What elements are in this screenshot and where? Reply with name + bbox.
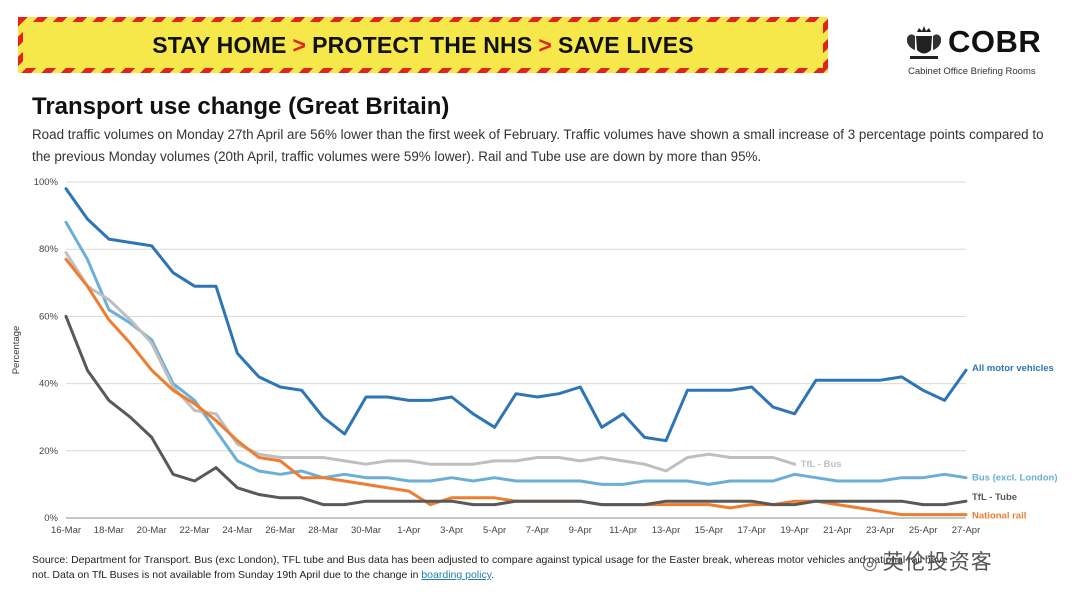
logo-subtitle: Cabinet Office Briefing Rooms: [908, 66, 1036, 77]
series-line: [64, 251, 797, 473]
x-tick-label: 24-Mar: [222, 525, 252, 536]
y-tick-label: 100%: [34, 177, 59, 188]
series-label: TfL - Bus: [801, 459, 842, 470]
transport-line-chart: 0% 20% 40% 60% 80% 100% 16-Mar 18-Mar 20-Mar 22-M…: [11, 177, 1058, 536]
slogan-separator: >: [538, 31, 553, 58]
x-tick-label: 9-Apr: [569, 525, 592, 536]
y-tick-label: 20%: [39, 446, 59, 457]
x-tick-label: 19-Apr: [780, 525, 809, 536]
series-label: National rail: [972, 511, 1026, 522]
slogan-separator: >: [292, 31, 307, 58]
page-title: Transport use change (Great Britain): [32, 93, 450, 120]
x-tick-label: 28-Mar: [308, 525, 338, 536]
x-tick-label: 16-Mar: [51, 525, 81, 536]
series-line: [64, 187, 968, 443]
slogan-save-lives: SAVE LIVES: [558, 31, 694, 58]
series-label: All motor vehicles: [972, 363, 1054, 374]
footer-end: .: [491, 569, 495, 581]
series-label: TfL - Tube: [972, 492, 1017, 503]
cobr-logo: COBR Cabinet Office Briefing Rooms: [904, 22, 1064, 82]
x-tick-label: 25-Apr: [909, 525, 938, 536]
logo-name: COBR: [948, 24, 1042, 59]
boarding-policy-link[interactable]: boarding policy: [421, 569, 492, 581]
y-tick-label: 60%: [39, 311, 59, 322]
series-line: [64, 314, 968, 507]
y-tick-label: 40%: [39, 379, 59, 390]
x-tick-label: 3-Apr: [440, 525, 463, 536]
royal-crest-icon: [907, 26, 941, 59]
x-tick-label: 27-Apr: [952, 525, 981, 536]
watermark: ◎ 英伦投资客: [862, 546, 993, 576]
x-tick-label: 22-Mar: [180, 525, 210, 536]
watermark-text: 英伦投资客: [882, 551, 993, 574]
x-tick-label: 30-Mar: [351, 525, 381, 536]
slogan-banner: STAY HOME > PROTECT THE NHS > SAVE LIVES: [18, 17, 828, 73]
x-tick-label: 5-Apr: [483, 525, 506, 536]
x-tick-label: 20-Mar: [137, 525, 167, 536]
slogan-stay-home: STAY HOME: [152, 31, 287, 58]
x-tick-label: 21-Apr: [823, 525, 852, 536]
wechat-icon: ◎: [862, 553, 879, 573]
x-tick-label: 15-Apr: [695, 525, 724, 536]
slogan-text: STAY HOME > PROTECT THE NHS > SAVE LIVES: [23, 22, 823, 68]
slogan-protect-nhs: PROTECT THE NHS: [312, 31, 533, 58]
y-tick-label: 0%: [44, 513, 58, 524]
x-tick-label: 11-Apr: [609, 525, 637, 536]
x-tick-label: 26-Mar: [265, 525, 295, 536]
source-footer: Source: Department for Transport. Bus (e…: [32, 553, 962, 583]
page-description: Road traffic volumes on Monday 27th Apri…: [32, 127, 1044, 164]
series-line: [64, 220, 968, 486]
x-tick-label: 23-Apr: [866, 525, 895, 536]
x-tick-label: 1-Apr: [397, 525, 420, 536]
series-label: Bus (excl. London): [972, 473, 1058, 484]
y-axis-label: Percentage: [11, 326, 22, 375]
x-tick-label: 18-Mar: [94, 525, 124, 536]
x-tick-label: 13-Apr: [652, 525, 681, 536]
x-tick-label: 17-Apr: [737, 525, 766, 536]
x-tick-label: 7-Apr: [526, 525, 549, 536]
footer-text: Source: Department for Transport. Bus (e…: [32, 554, 948, 581]
y-tick-label: 80%: [39, 244, 59, 255]
